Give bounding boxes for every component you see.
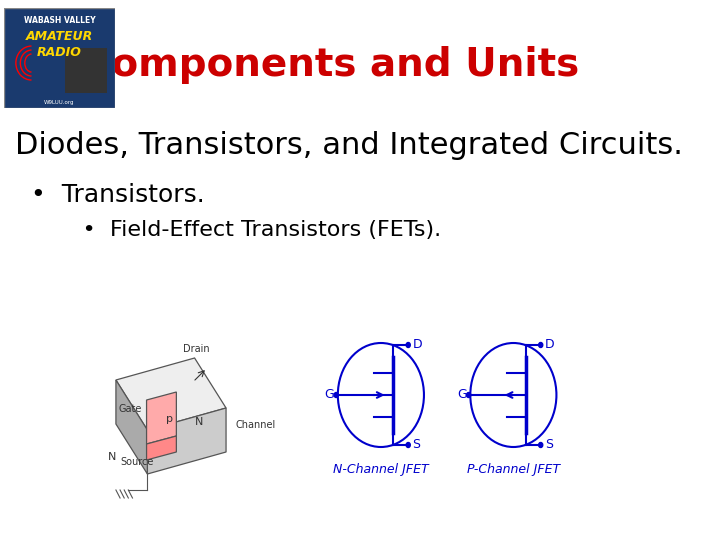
Polygon shape <box>147 392 176 444</box>
Text: •  Transistors.: • Transistors. <box>32 183 205 207</box>
Text: Components and Units: Components and Units <box>83 46 580 84</box>
Text: S: S <box>545 438 553 451</box>
Text: N: N <box>107 452 116 462</box>
Text: •  Field-Effect Transistors (FETs).: • Field-Effect Transistors (FETs). <box>54 220 441 240</box>
Text: S: S <box>413 438 420 451</box>
Text: W9LUU.org: W9LUU.org <box>44 99 75 105</box>
Text: Diodes, Transistors, and Integrated Circuits.: Diodes, Transistors, and Integrated Circ… <box>15 131 683 159</box>
Text: G: G <box>457 388 467 402</box>
Circle shape <box>406 342 410 348</box>
Text: P-Channel JFET: P-Channel JFET <box>467 463 560 476</box>
Text: D: D <box>545 339 554 352</box>
Text: G: G <box>325 388 334 402</box>
Circle shape <box>334 393 338 397</box>
Text: Drain: Drain <box>183 344 210 354</box>
Text: Source: Source <box>120 457 153 467</box>
Polygon shape <box>148 408 226 474</box>
Polygon shape <box>116 380 148 474</box>
Text: AMATEUR: AMATEUR <box>26 30 93 43</box>
Text: D: D <box>413 339 422 352</box>
Circle shape <box>467 393 471 397</box>
Text: N-Channel JFET: N-Channel JFET <box>333 463 428 476</box>
Polygon shape <box>116 358 226 430</box>
Text: N: N <box>194 417 203 427</box>
FancyBboxPatch shape <box>4 8 115 108</box>
Text: Channel: Channel <box>236 420 276 430</box>
Circle shape <box>539 442 543 448</box>
FancyBboxPatch shape <box>65 48 107 93</box>
Text: p: p <box>166 414 174 424</box>
Text: RADIO: RADIO <box>37 45 82 58</box>
Circle shape <box>539 342 543 348</box>
Polygon shape <box>147 436 176 460</box>
Text: Gate: Gate <box>118 404 142 414</box>
Circle shape <box>406 442 410 448</box>
Text: WABASH VALLEY: WABASH VALLEY <box>24 16 95 25</box>
